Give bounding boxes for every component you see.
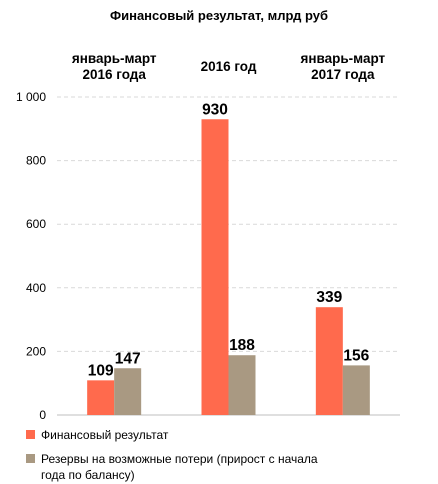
category-label: 2016 год — [201, 59, 257, 74]
bar — [87, 380, 115, 415]
legend: Финансовый результат Резервы на возможны… — [26, 428, 318, 482]
bar — [342, 365, 370, 415]
bar — [114, 368, 142, 415]
category-label: январь-март — [300, 51, 385, 66]
data-label: 147 — [115, 350, 141, 367]
legend-swatch-reserves — [26, 454, 35, 463]
y-tick-label: 0 — [39, 408, 46, 422]
legend-label-financial-result: Финансовый результат — [41, 428, 169, 442]
legend-label-reserves-line-1: Резервы на возможные потери (прирост с н… — [41, 452, 318, 466]
data-label: 339 — [316, 289, 342, 306]
bars — [87, 119, 370, 415]
bar — [315, 307, 343, 415]
legend-label-reserves-line-2: года по балансу) — [41, 468, 135, 482]
y-axis-ticks: 0 200 400 600 800 1 000 — [16, 90, 46, 422]
data-label: 188 — [229, 337, 255, 354]
y-tick-label: 800 — [26, 154, 46, 168]
data-labels: 109 930 339 147 188 156 — [88, 101, 370, 379]
data-label: 156 — [343, 347, 369, 364]
data-label: 930 — [202, 101, 228, 118]
y-tick-label: 200 — [26, 344, 46, 358]
bar — [228, 355, 256, 415]
y-tick-label: 400 — [26, 281, 46, 295]
chart-title: Финансовый результат, млрд руб — [110, 8, 328, 23]
y-tick-label: 1 000 — [16, 90, 46, 104]
data-label: 109 — [88, 362, 114, 379]
category-label: январь-март — [72, 51, 157, 66]
bar — [201, 119, 229, 415]
category-label: 2016 года — [82, 67, 146, 82]
category-label: 2017 года — [311, 67, 375, 82]
legend-swatch-financial-result — [26, 430, 35, 439]
y-tick-label: 600 — [26, 217, 46, 231]
